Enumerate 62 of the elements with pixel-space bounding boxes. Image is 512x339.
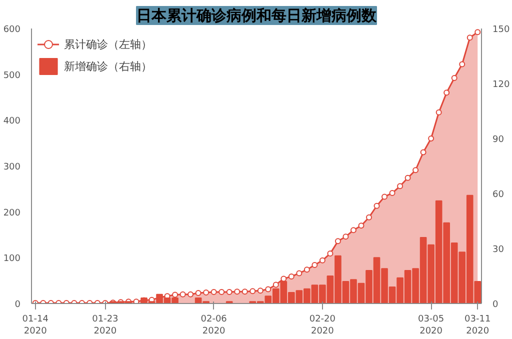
point [350, 227, 356, 234]
point [459, 61, 466, 68]
point [234, 288, 240, 295]
y-tick-label: 200 [3, 208, 21, 218]
point [358, 222, 364, 229]
x-tick-label: 01-23 2020 [92, 314, 118, 336]
y-tick-label: 500 [3, 70, 21, 81]
point [203, 290, 210, 296]
point [389, 190, 396, 196]
point [428, 136, 434, 142]
point [210, 289, 217, 296]
y2-tick-label: 90 [492, 135, 504, 145]
point [436, 109, 442, 116]
point [242, 288, 248, 295]
point [374, 202, 380, 209]
point [304, 266, 310, 273]
x-tick-label: 01-14 2020 [22, 314, 49, 336]
point [412, 167, 419, 174]
y-tick-label: 300 [3, 162, 21, 172]
point [397, 183, 404, 190]
point [218, 289, 225, 296]
y2-tick-label: 150 [492, 25, 510, 35]
chart-title: 日本累计确诊病例和每日新增病例数 [136, 6, 378, 24]
point [272, 282, 279, 288]
y2-tick-label: 30 [492, 245, 504, 255]
point [404, 174, 411, 181]
point [172, 292, 178, 298]
point [180, 291, 186, 298]
x-tick-label: 03-05 2020 [418, 314, 444, 336]
y-tick-label: 600 [3, 25, 21, 35]
point [312, 262, 318, 268]
x-tick-label: 02-06 2020 [200, 314, 228, 336]
point [342, 234, 349, 240]
point [366, 214, 372, 220]
point [474, 29, 481, 36]
y2-tick-label: 0 [492, 300, 498, 310]
point [265, 286, 272, 292]
point [466, 34, 473, 41]
point [250, 288, 256, 294]
point [319, 257, 326, 264]
point [226, 289, 232, 296]
point [288, 273, 294, 280]
point [296, 270, 302, 276]
x-tick-label: 02-20 2020 [309, 314, 336, 336]
y-tick-label: 400 [3, 116, 21, 127]
legend-label: 新增确诊（右轴） [64, 58, 152, 74]
y-tick-label: 100 [3, 254, 21, 264]
point [451, 75, 458, 81]
point [257, 288, 264, 294]
point [444, 90, 450, 96]
y2-tick-label: 60 [492, 190, 504, 200]
x-tick-label: 03-11 2020 [464, 314, 491, 336]
y2-tick-label: 120 [492, 80, 510, 90]
point [382, 194, 388, 200]
point [420, 149, 426, 156]
point [334, 238, 341, 244]
point [188, 291, 194, 298]
point [195, 290, 202, 296]
point [133, 298, 140, 304]
legend-label: 累计确诊（左轴） [64, 36, 152, 52]
y-tick-label: 0 [14, 300, 21, 310]
point [327, 250, 334, 257]
